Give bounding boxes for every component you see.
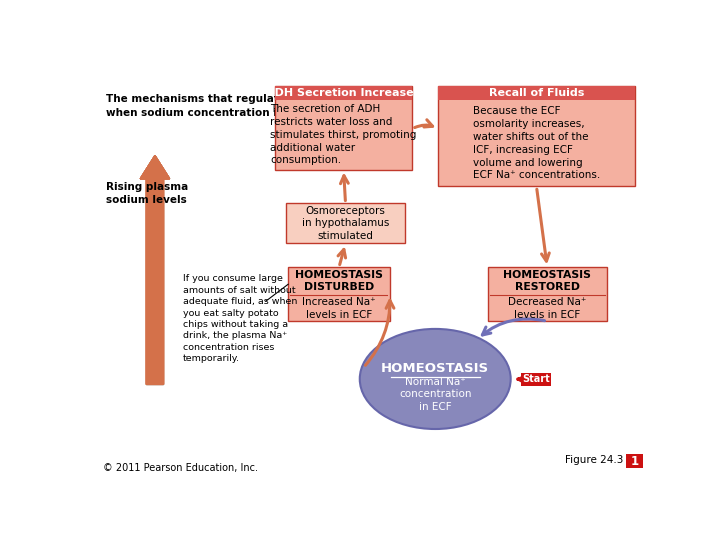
Text: Increased Na⁺
levels in ECF: Increased Na⁺ levels in ECF bbox=[302, 296, 376, 320]
Text: Start: Start bbox=[522, 374, 550, 384]
Text: The secretion of ADH
restricts water loss and
stimulates thirst, promoting
addit: The secretion of ADH restricts water los… bbox=[271, 104, 417, 165]
FancyArrow shape bbox=[140, 156, 170, 384]
Text: HOMEOSTASIS: HOMEOSTASIS bbox=[381, 362, 490, 375]
FancyArrow shape bbox=[140, 156, 170, 384]
FancyBboxPatch shape bbox=[521, 373, 551, 386]
FancyBboxPatch shape bbox=[288, 267, 390, 321]
FancyArrow shape bbox=[140, 156, 170, 384]
FancyArrow shape bbox=[140, 156, 170, 384]
FancyArrow shape bbox=[140, 156, 170, 384]
FancyBboxPatch shape bbox=[438, 86, 634, 186]
Text: The mechanisms that regulate sodium balance
when sodium concentration in the ECF: The mechanisms that regulate sodium bala… bbox=[106, 94, 385, 118]
FancyArrow shape bbox=[140, 156, 170, 384]
Text: HOMEOSTASIS
RESTORED: HOMEOSTASIS RESTORED bbox=[503, 270, 591, 292]
Text: Recall of Fluids: Recall of Fluids bbox=[489, 88, 584, 98]
FancyArrow shape bbox=[140, 156, 170, 384]
FancyArrow shape bbox=[140, 156, 170, 384]
FancyArrow shape bbox=[140, 156, 170, 384]
Text: Because the ECF
osmolarity increases,
water shifts out of the
ICF, increasing EC: Because the ECF osmolarity increases, wa… bbox=[473, 106, 600, 180]
FancyArrow shape bbox=[140, 156, 170, 384]
FancyArrow shape bbox=[140, 156, 170, 384]
FancyBboxPatch shape bbox=[438, 86, 634, 100]
Text: Osmoreceptors
in hypothalamus
stimulated: Osmoreceptors in hypothalamus stimulated bbox=[302, 206, 390, 241]
FancyArrow shape bbox=[140, 156, 170, 384]
FancyBboxPatch shape bbox=[487, 267, 607, 321]
FancyArrow shape bbox=[140, 156, 170, 384]
FancyArrow shape bbox=[140, 156, 170, 384]
FancyBboxPatch shape bbox=[275, 86, 412, 170]
Text: ADH Secretion Increases: ADH Secretion Increases bbox=[266, 88, 420, 98]
FancyArrow shape bbox=[140, 156, 170, 384]
FancyArrow shape bbox=[140, 156, 170, 384]
FancyArrow shape bbox=[140, 156, 170, 384]
Text: HOMEOSTASIS
DISTURBED: HOMEOSTASIS DISTURBED bbox=[295, 270, 383, 292]
FancyArrow shape bbox=[140, 156, 170, 384]
FancyArrow shape bbox=[140, 156, 170, 384]
FancyArrow shape bbox=[140, 156, 170, 384]
FancyArrow shape bbox=[140, 156, 170, 384]
Text: 1: 1 bbox=[631, 455, 639, 468]
Text: Rising plasma
sodium levels: Rising plasma sodium levels bbox=[106, 182, 188, 205]
Text: If you consume large
amounts of salt without
adequate fluid, as when
you eat sal: If you consume large amounts of salt wit… bbox=[183, 274, 297, 363]
FancyArrow shape bbox=[140, 156, 170, 384]
Text: Normal Na⁺
concentration
in ECF: Normal Na⁺ concentration in ECF bbox=[399, 376, 472, 412]
Ellipse shape bbox=[360, 329, 510, 429]
Text: © 2011 Pearson Education, Inc.: © 2011 Pearson Education, Inc. bbox=[102, 463, 258, 473]
FancyBboxPatch shape bbox=[275, 86, 412, 100]
FancyBboxPatch shape bbox=[286, 204, 405, 244]
FancyArrow shape bbox=[140, 156, 170, 384]
FancyArrow shape bbox=[140, 156, 170, 384]
FancyArrow shape bbox=[140, 156, 170, 384]
Text: Decreased Na⁺
levels in ECF: Decreased Na⁺ levels in ECF bbox=[508, 296, 587, 320]
FancyArrow shape bbox=[140, 156, 170, 384]
FancyArrow shape bbox=[140, 156, 170, 384]
FancyArrow shape bbox=[140, 156, 170, 384]
FancyArrow shape bbox=[140, 156, 170, 384]
Text: Figure 24.3: Figure 24.3 bbox=[565, 455, 624, 465]
FancyArrow shape bbox=[140, 156, 170, 384]
FancyArrow shape bbox=[140, 156, 170, 384]
FancyBboxPatch shape bbox=[626, 455, 643, 468]
